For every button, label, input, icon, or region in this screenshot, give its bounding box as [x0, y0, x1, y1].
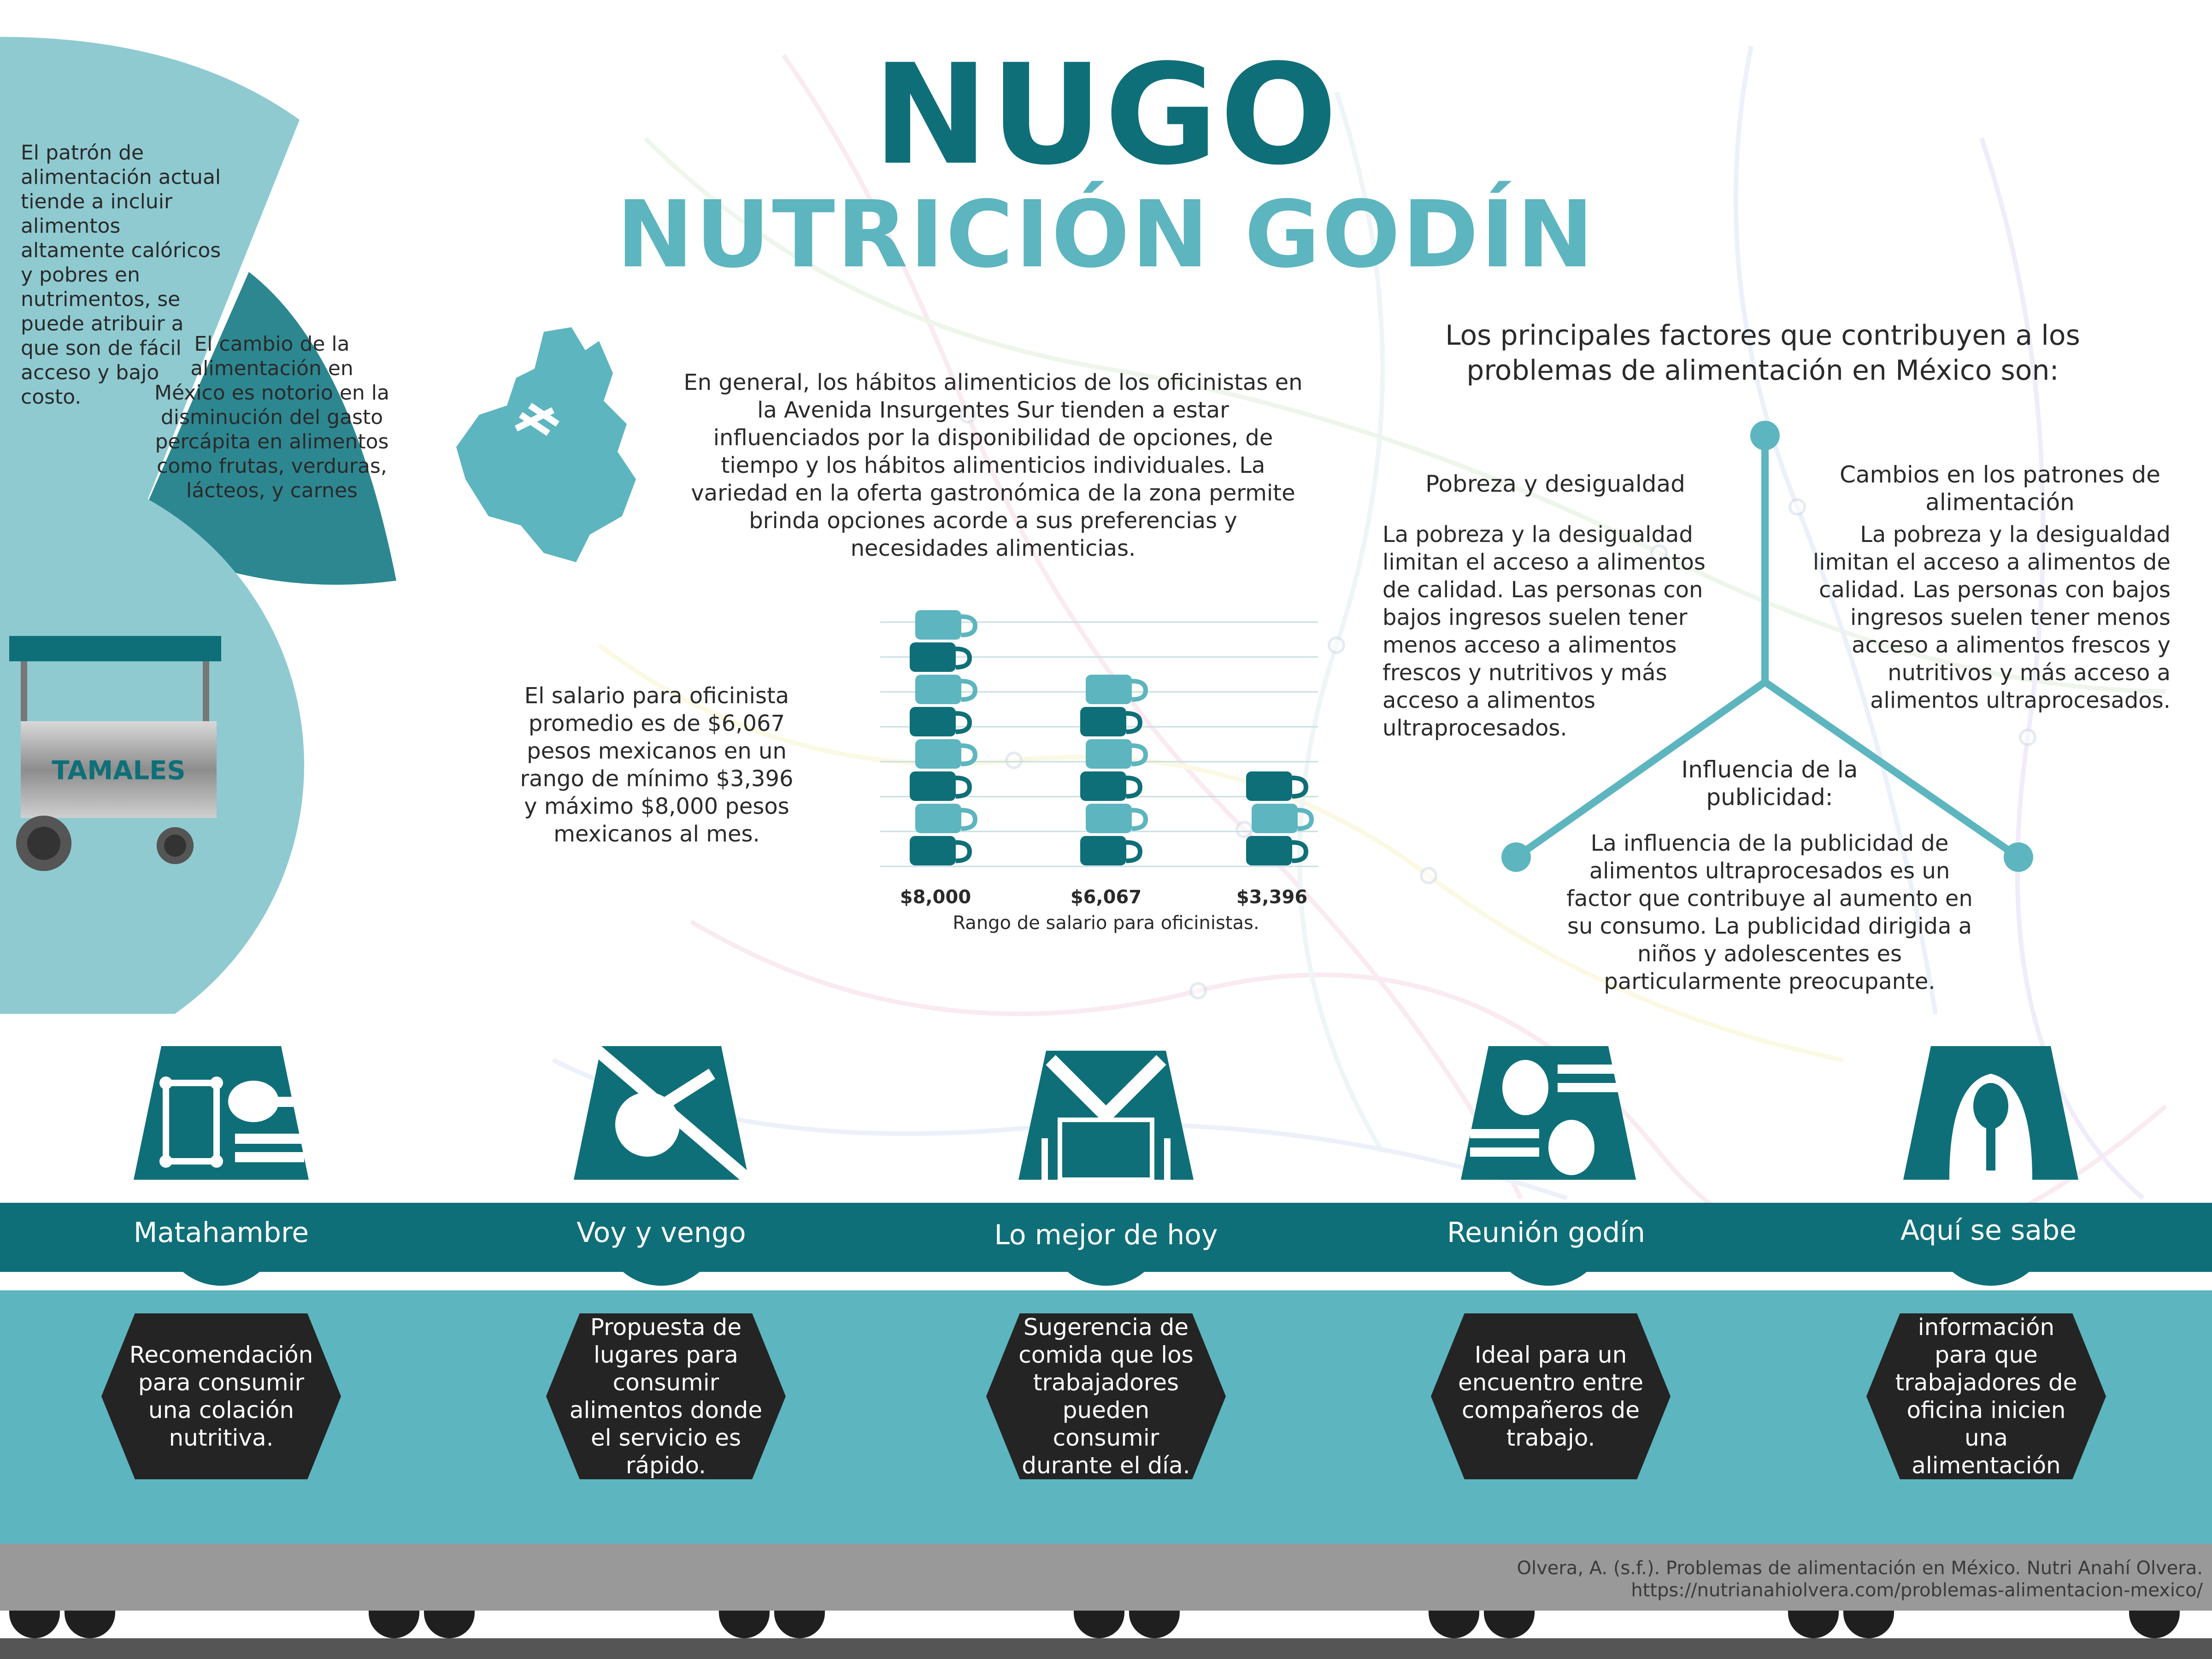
module-desc-text: Ideal para un encuentro entre compañeros… — [1458, 1341, 1643, 1451]
module-name-voy-y-vengo: Voy y vengo — [577, 1217, 746, 1249]
module-icon-lo-mejor-de-hoy — [1018, 1051, 1194, 1182]
patterns-text: La pobreza y la desigualdad limitan el a… — [1812, 522, 2171, 713]
citation-line2: https://nutrianahiolvera.com/problemas-a… — [1631, 1580, 2203, 1601]
ads-text: La influencia de la publicidad de alimen… — [1566, 830, 1973, 994]
citation-band — [0, 1544, 2212, 1611]
eating-hand-icon — [574, 1041, 753, 1184]
module-icon-voy-y-vengo — [574, 1041, 753, 1184]
module-icon-aqui-se-sabe — [1903, 1046, 2078, 1180]
module-name-reunion-godin: Reunión godín — [1447, 1217, 1646, 1249]
module-desc-text: Módulo de información para que trabajado… — [1895, 1314, 2077, 1479]
cart-label: TAMALES — [52, 756, 186, 786]
cart-body — [21, 721, 217, 818]
train-wheels — [0, 1611, 2212, 1638]
module-name-matahambre: Matahambre — [133, 1217, 309, 1249]
module-icon-reunion-godin — [1461, 1046, 1636, 1180]
tamales-cart: TAMALES — [9, 636, 221, 876]
module-desc-text: Propuesta de lugares para consumir alime… — [569, 1314, 763, 1479]
intro-paragraph: En general, los hábitos alimenticios de … — [683, 370, 1303, 561]
rail — [0, 1638, 2212, 1659]
chart-category-label: $8,000 — [900, 887, 971, 908]
cart-pole-left — [21, 661, 27, 721]
left-inner-text: El cambio de la alimentación en México e… — [154, 332, 389, 502]
train-wheel — [1129, 1611, 1180, 1638]
meeting-utensils-icon — [1461, 1046, 1636, 1180]
chart-bar-mug-stack — [1080, 675, 1148, 865]
train-wheel — [1429, 1611, 1479, 1638]
chart-category-label: $6,067 — [1071, 887, 1141, 908]
train-wheel — [1788, 1611, 1839, 1638]
cart-wheel-left — [16, 816, 71, 871]
module-icon-matahambre — [134, 1046, 309, 1180]
module-desc-voy-y-vengo: Propuesta de lugares para consumir alime… — [546, 1313, 786, 1479]
train-wheel — [1484, 1611, 1535, 1638]
train-wheel — [774, 1611, 825, 1638]
poverty-text: La pobreza y la desigualdad limitan el a… — [1382, 522, 1706, 741]
fork-spoon-icon — [134, 1046, 309, 1180]
module-name-aqui-se-sabe: Aquí se sabe — [1900, 1214, 2077, 1247]
train-wheel — [2129, 1611, 2180, 1638]
module-desc-aqui-se-sabe: Módulo de información para que trabajado… — [1866, 1313, 2106, 1479]
ads-title: Influencia de la publicidad: — [1681, 756, 1858, 811]
train-wheel — [65, 1611, 115, 1638]
salary-chart: $8,000 $6,067 $3,396 — [880, 610, 1318, 908]
factors-tripod — [1501, 421, 2033, 872]
chart-bar-mug-stack — [910, 610, 978, 865]
spoon-icon — [1903, 1046, 2078, 1180]
chart-xlabel: Rango de salario para oficinistas. — [953, 912, 1259, 934]
left-outer-text: El patrón de alimentación actual tiende … — [21, 141, 221, 409]
train-wheel — [369, 1611, 419, 1638]
module-desc-text: Recomendación para consumir una colación… — [129, 1341, 313, 1451]
module-name-lo-mejor-de-hoy: Lo mejor de hoy — [994, 1219, 1218, 1251]
page-subtitle: NUTRICIÓN GODÍN — [616, 181, 1596, 288]
train-wheel — [1074, 1611, 1124, 1638]
poverty-title: Pobreza y desigualdad — [1425, 471, 1685, 497]
chart-bar-mug-stack — [1246, 771, 1314, 865]
module-desc-text: Sugerencia de comida que los trabajadore… — [1018, 1314, 1194, 1479]
cart-roof — [9, 636, 221, 661]
cart-pole-right — [203, 661, 209, 721]
patterns-title: Cambios en los patrones de alimentación — [1839, 461, 2161, 516]
train-wheel — [719, 1611, 770, 1638]
factors-heading: Los principales factores que contribuyen… — [1445, 319, 2080, 387]
salary-paragraph: El salario para oficinista promedio es d… — [520, 683, 794, 847]
train-wheel — [1843, 1611, 1894, 1638]
cart-wheel-right — [157, 827, 194, 864]
train-wheel — [9, 1611, 60, 1638]
open-box-icon — [1018, 1051, 1194, 1182]
chart-category-label: $3,396 — [1236, 887, 1307, 908]
page-title: NUGO — [873, 35, 1339, 195]
module-desc-lo-mejor-de-hoy: Sugerencia de comida que los trabajadore… — [986, 1313, 1226, 1479]
module-desc-reunion-godin: Ideal para un encuentro entre compañeros… — [1431, 1313, 1671, 1479]
module-desc-matahambre: Recomendación para consumir una colación… — [101, 1313, 341, 1479]
cdmx-map-icon — [456, 327, 636, 562]
train-wheel — [424, 1611, 475, 1638]
citation-line1: Olvera, A. (s.f.). Problemas de alimenta… — [1517, 1558, 2203, 1579]
